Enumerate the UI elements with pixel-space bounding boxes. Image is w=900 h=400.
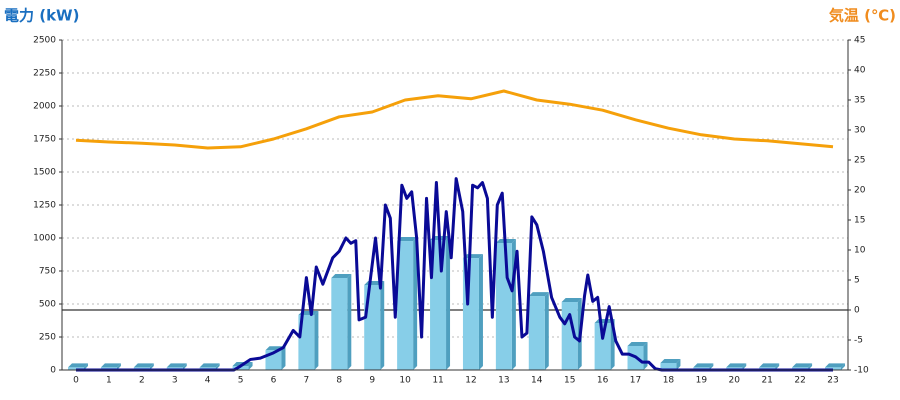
bar-top [693,363,714,368]
bar-top [100,363,121,368]
bar-side [149,363,154,370]
x-tick-label: 5 [238,376,244,386]
x-tick-label: 13 [498,376,509,386]
bar [594,323,611,370]
bar-side [182,363,187,370]
x-tick-label: 9 [369,376,375,386]
x-tick-label: 0 [73,376,79,386]
y2-tick-label: 30 [854,126,866,136]
bar-side [347,273,352,370]
bar-side [742,363,747,370]
y2-axis-title: 気温 (℃) [829,7,896,25]
bar-top [462,254,483,259]
bar-side [380,280,385,370]
x-tick-label: 14 [531,376,543,386]
bar-side [314,310,319,370]
bar-side [478,254,483,370]
bar-top [528,292,549,297]
bar-side [544,292,549,370]
bar-top [68,363,88,368]
y-tick-label: 750 [39,267,56,277]
bar [528,296,545,370]
bar-top [627,341,648,346]
y-tick-label: 2500 [33,36,56,46]
y-tick-label: 2000 [33,102,56,112]
y2-tick-label: 0 [854,306,860,316]
bar-top [759,363,780,368]
bar-side [215,363,220,370]
x-tick-label: 16 [597,376,609,386]
x-tick-label: 21 [761,376,772,386]
x-tick-label: 23 [827,376,838,386]
x-tick-label: 3 [172,376,178,386]
bar [660,363,677,370]
bar-top [166,363,187,368]
x-tick-label: 22 [794,376,805,386]
y-tick-label: 1000 [33,234,56,244]
y-axis-title: 電力 (kW) [4,7,79,25]
bar [298,314,315,370]
x-tick-label: 11 [432,376,443,386]
bar [430,239,447,370]
bar-side [643,341,648,370]
bar-top [561,298,582,303]
bar-side [413,237,418,370]
y-tick-label: 500 [39,300,56,310]
y2-tick-label: 5 [854,276,860,286]
x-tick-label: 6 [271,376,277,386]
y-tick-label: 1750 [33,135,56,145]
bar-side [84,363,88,370]
bar-top [199,363,220,368]
x-tick-label: 10 [399,376,411,386]
bar-top [397,237,418,242]
bar-top [726,363,747,368]
y2-tick-label: 10 [854,246,866,256]
x-tick-label: 19 [696,376,708,386]
bar-side [446,235,451,370]
bar-side [248,362,253,370]
y-tick-label: 1500 [33,168,56,178]
y2-tick-label: 25 [854,156,865,166]
y2-tick-label: 20 [854,186,866,196]
bar [331,277,348,370]
y2-tick-label: -10 [854,366,869,376]
y-tick-label: 2250 [33,69,56,79]
x-tick-label: 1 [106,376,112,386]
line [75,89,834,150]
bar [495,243,512,370]
bar-side [775,363,780,370]
bar-top [660,359,681,364]
y2-tick-label: 45 [854,36,865,46]
bar [232,366,249,370]
x-tick-label: 12 [465,376,476,386]
bar-side [808,363,813,370]
bar-side [116,363,121,370]
y2-tick-label: 35 [854,96,865,106]
x-tick-label: 4 [205,376,211,386]
bar-top [792,363,813,368]
y-tick-label: 250 [39,333,56,343]
bar-side [841,363,845,370]
x-tick-label: 15 [564,376,575,386]
y2-tick-label: -5 [854,336,863,346]
line [76,177,833,372]
x-tick-label: 2 [139,376,145,386]
y2-tick-label: 15 [854,216,865,226]
x-tick-label: 7 [304,376,310,386]
bar-side [281,346,286,370]
x-tick-label: 8 [336,376,342,386]
x-tick-label: 17 [630,376,641,386]
x-tick-label: 18 [663,376,675,386]
bar-side [676,359,681,370]
x-tick-label: 20 [729,376,741,386]
y2-tick-label: 40 [854,66,866,76]
bar [397,241,414,370]
bar-top [825,363,845,368]
bar-top [133,363,154,368]
bar-side [709,363,714,370]
y-tick-label: 1250 [33,201,56,211]
y-tick-label: 0 [50,366,56,376]
bar-top [331,273,352,278]
